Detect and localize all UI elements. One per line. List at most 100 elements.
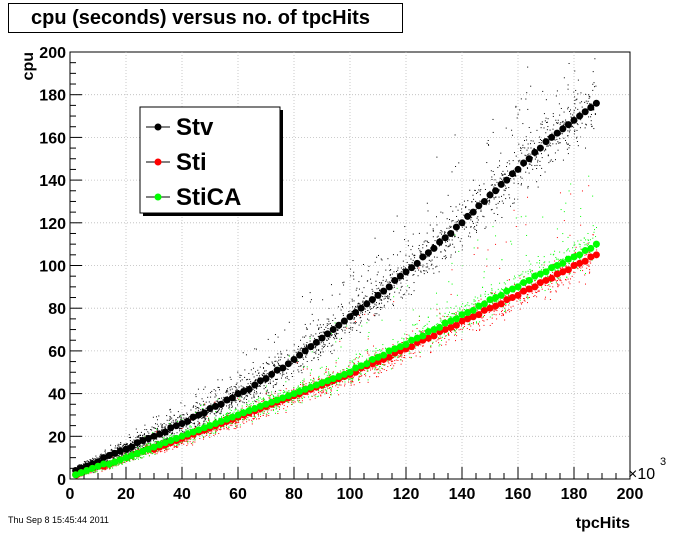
scatter-point bbox=[495, 203, 497, 205]
scatter-point bbox=[306, 346, 308, 348]
scatter-point bbox=[269, 383, 271, 385]
scatter-point bbox=[585, 100, 587, 102]
scatter-point bbox=[387, 366, 389, 368]
scatter-point bbox=[506, 162, 508, 164]
scatter-point bbox=[314, 337, 316, 339]
scatter-point bbox=[531, 273, 533, 275]
scatter-point bbox=[388, 362, 390, 364]
scatter-point bbox=[478, 300, 480, 302]
scatter-point bbox=[590, 120, 592, 122]
scatter-point bbox=[387, 281, 389, 283]
scatter-point bbox=[487, 139, 489, 141]
scatter-point bbox=[238, 422, 240, 424]
scatter-point bbox=[221, 408, 223, 410]
scatter-point bbox=[330, 390, 332, 392]
scatter-point bbox=[493, 212, 495, 214]
scatter-point bbox=[423, 270, 425, 272]
scatter-point bbox=[495, 314, 497, 316]
scatter-point bbox=[546, 121, 548, 123]
scatter-point bbox=[488, 203, 490, 205]
scatter-point bbox=[575, 107, 577, 109]
scatter-point bbox=[170, 411, 172, 413]
scatter-point bbox=[532, 168, 534, 170]
scatter-point bbox=[76, 477, 78, 479]
scatter-point bbox=[575, 89, 577, 91]
scatter-point bbox=[408, 287, 410, 289]
scatter-point bbox=[171, 421, 173, 423]
scatter-point bbox=[117, 448, 119, 450]
scatter-point bbox=[474, 189, 476, 191]
scatter-point bbox=[530, 85, 532, 87]
scatter-point bbox=[540, 127, 542, 129]
scatter-point bbox=[240, 380, 242, 382]
scatter-point bbox=[354, 307, 356, 309]
scatter-point bbox=[323, 346, 325, 348]
scatter-point bbox=[493, 186, 495, 188]
scatter-point bbox=[461, 226, 463, 228]
scatter-point bbox=[196, 417, 198, 419]
scatter-point bbox=[247, 383, 249, 385]
scatter-point bbox=[186, 445, 188, 447]
scatter-point bbox=[382, 364, 384, 366]
scatter-point bbox=[242, 352, 244, 354]
scatter-point bbox=[404, 357, 406, 359]
scatter-point bbox=[541, 123, 543, 125]
scatter-point bbox=[351, 377, 353, 379]
scatter-point bbox=[355, 307, 357, 309]
scatter-point bbox=[574, 251, 576, 253]
scatter-point bbox=[579, 127, 581, 129]
scatter-point bbox=[237, 371, 239, 373]
scatter-point bbox=[555, 95, 557, 97]
scatter-point bbox=[253, 397, 255, 399]
scatter-point bbox=[328, 338, 330, 340]
scatter-point bbox=[520, 176, 522, 178]
scatter-point bbox=[226, 428, 228, 430]
scatter-point bbox=[213, 389, 215, 391]
scatter-point bbox=[414, 267, 416, 269]
scatter-point bbox=[135, 446, 137, 448]
scatter-point bbox=[449, 244, 451, 246]
scatter-point bbox=[554, 278, 556, 280]
scatter-point bbox=[569, 234, 571, 236]
scatter-point bbox=[156, 423, 158, 425]
scatter-point bbox=[367, 359, 369, 361]
scatter-point bbox=[420, 331, 422, 333]
scatter-point bbox=[499, 201, 501, 203]
scatter-point bbox=[570, 126, 572, 128]
scatter-point bbox=[584, 147, 586, 149]
scatter-point bbox=[471, 220, 473, 222]
scatter-point bbox=[214, 396, 216, 398]
scatter-point bbox=[263, 385, 265, 387]
scatter-point bbox=[374, 372, 376, 374]
scatter-point bbox=[354, 321, 356, 323]
scatter-point bbox=[436, 303, 438, 305]
scatter-point bbox=[380, 372, 382, 374]
scatter-point bbox=[202, 423, 204, 425]
scatter-point bbox=[382, 276, 384, 278]
scatter-point bbox=[520, 183, 522, 185]
scatter-point bbox=[509, 163, 511, 165]
scatter-point bbox=[323, 331, 325, 333]
scatter-point bbox=[554, 159, 556, 161]
scatter-point bbox=[438, 245, 440, 247]
scatter-point bbox=[528, 163, 530, 165]
scatter-point bbox=[520, 148, 522, 150]
scatter-point bbox=[179, 428, 181, 430]
scatter-point bbox=[478, 325, 480, 327]
scatter-point bbox=[576, 129, 578, 131]
scatter-point bbox=[160, 423, 162, 425]
scatter-point bbox=[230, 401, 232, 403]
scatter-point bbox=[444, 232, 446, 234]
scatter-point bbox=[528, 172, 530, 174]
scatter-point bbox=[359, 331, 361, 333]
scatter-point bbox=[265, 393, 267, 395]
scatter-point bbox=[585, 124, 587, 126]
scatter-point bbox=[297, 361, 299, 363]
scatter-point bbox=[169, 408, 171, 410]
scatter-point bbox=[438, 338, 440, 340]
scatter-point bbox=[536, 164, 538, 166]
scatter-point bbox=[483, 324, 485, 326]
scatter-point bbox=[543, 113, 545, 115]
scatter-point bbox=[280, 377, 282, 379]
